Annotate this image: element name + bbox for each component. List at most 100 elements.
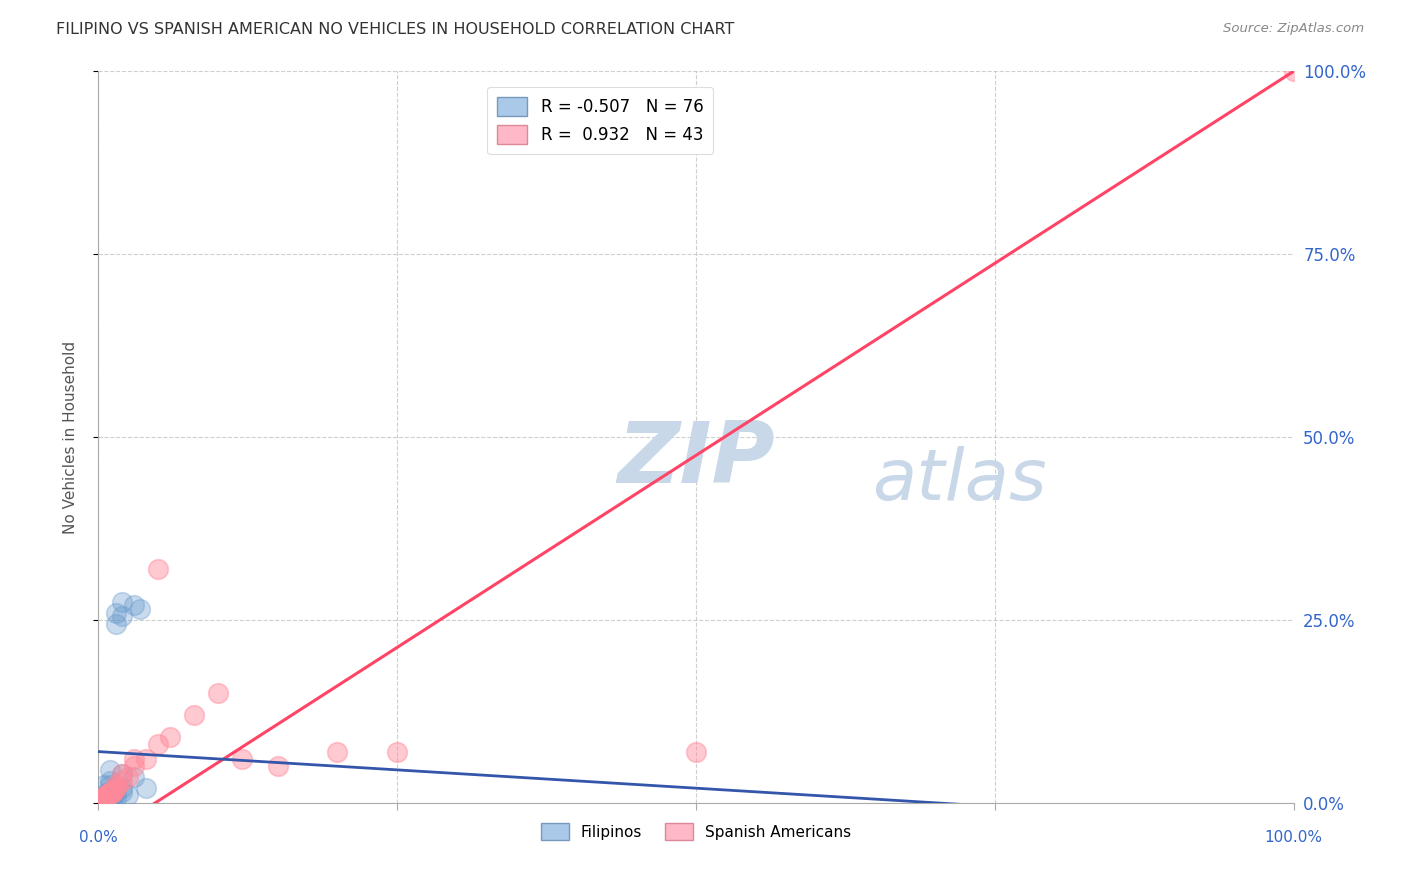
Text: ZIP: ZIP bbox=[617, 417, 775, 500]
Text: FILIPINO VS SPANISH AMERICAN NO VEHICLES IN HOUSEHOLD CORRELATION CHART: FILIPINO VS SPANISH AMERICAN NO VEHICLES… bbox=[56, 22, 734, 37]
Point bbox=[93, 791, 115, 805]
Point bbox=[91, 793, 114, 807]
Point bbox=[111, 766, 134, 780]
Point bbox=[96, 791, 118, 805]
Point bbox=[183, 708, 205, 723]
Point bbox=[111, 781, 134, 796]
Text: Source: ZipAtlas.com: Source: ZipAtlas.com bbox=[1223, 22, 1364, 36]
Point bbox=[96, 794, 118, 808]
Point bbox=[94, 789, 117, 804]
Point bbox=[93, 778, 115, 792]
Point bbox=[105, 781, 128, 796]
Point bbox=[91, 792, 114, 806]
Point bbox=[91, 790, 114, 805]
Point bbox=[685, 745, 707, 759]
Point bbox=[148, 737, 170, 751]
Point bbox=[97, 785, 120, 799]
Point bbox=[105, 606, 128, 620]
Point bbox=[94, 792, 117, 806]
Point bbox=[94, 789, 117, 804]
Text: atlas: atlas bbox=[872, 447, 1046, 516]
Point bbox=[97, 789, 120, 803]
Point bbox=[98, 787, 122, 801]
Point bbox=[117, 770, 139, 784]
Point bbox=[105, 778, 128, 792]
Point bbox=[207, 686, 229, 700]
Point bbox=[96, 789, 118, 804]
Point bbox=[111, 609, 134, 624]
Point bbox=[98, 789, 122, 803]
Point bbox=[91, 791, 114, 805]
Point bbox=[91, 794, 114, 808]
Point bbox=[91, 793, 114, 807]
Point bbox=[101, 789, 124, 804]
Point bbox=[97, 789, 120, 803]
Point bbox=[94, 793, 117, 807]
Point bbox=[267, 759, 290, 773]
Point bbox=[91, 791, 114, 805]
Point bbox=[96, 793, 118, 807]
Point bbox=[385, 745, 409, 759]
Point bbox=[94, 790, 117, 805]
Point bbox=[97, 790, 120, 805]
Point bbox=[93, 793, 115, 807]
Point bbox=[93, 794, 115, 808]
Point bbox=[91, 793, 114, 807]
Point bbox=[96, 789, 118, 804]
Point bbox=[93, 793, 115, 807]
Point bbox=[124, 599, 146, 613]
Point bbox=[93, 794, 115, 808]
Point bbox=[93, 789, 115, 803]
Point bbox=[91, 794, 114, 808]
Point bbox=[94, 794, 117, 808]
Point bbox=[91, 792, 114, 806]
Point bbox=[111, 766, 134, 780]
Point bbox=[93, 790, 115, 805]
Legend: Filipinos, Spanish Americans: Filipinos, Spanish Americans bbox=[534, 816, 858, 847]
Point bbox=[96, 792, 118, 806]
Point bbox=[98, 763, 122, 777]
Point bbox=[94, 790, 117, 805]
Point bbox=[91, 794, 114, 808]
Point bbox=[111, 594, 134, 608]
Point bbox=[1282, 64, 1305, 78]
Point bbox=[93, 794, 115, 808]
Point bbox=[97, 792, 120, 806]
Point bbox=[148, 562, 170, 576]
Point bbox=[124, 759, 146, 773]
Point bbox=[101, 785, 124, 799]
Text: 100.0%: 100.0% bbox=[1264, 830, 1323, 845]
Point bbox=[91, 792, 114, 806]
Point bbox=[105, 785, 128, 799]
Y-axis label: No Vehicles in Household: No Vehicles in Household bbox=[63, 341, 77, 533]
Point bbox=[94, 793, 117, 807]
Point bbox=[93, 791, 115, 805]
Point bbox=[124, 752, 146, 766]
Point bbox=[101, 787, 124, 801]
Point bbox=[93, 792, 115, 806]
Point bbox=[94, 791, 117, 805]
Point bbox=[97, 787, 120, 801]
Point bbox=[93, 789, 115, 804]
Point bbox=[97, 787, 120, 801]
Point bbox=[91, 792, 114, 806]
Point bbox=[98, 773, 122, 788]
Point bbox=[93, 792, 115, 806]
Point bbox=[111, 773, 134, 788]
Point bbox=[93, 793, 115, 807]
Point bbox=[135, 752, 157, 766]
Point bbox=[117, 789, 139, 803]
Point bbox=[129, 602, 152, 616]
Point bbox=[159, 730, 181, 744]
Point bbox=[93, 789, 115, 804]
Point bbox=[94, 793, 117, 807]
Point bbox=[91, 794, 114, 808]
Point bbox=[96, 792, 118, 806]
Point bbox=[97, 793, 120, 807]
Point bbox=[97, 789, 120, 803]
Point bbox=[105, 781, 128, 796]
Point bbox=[98, 786, 122, 800]
Point bbox=[105, 789, 128, 804]
Point bbox=[326, 745, 349, 759]
Point bbox=[231, 752, 253, 766]
